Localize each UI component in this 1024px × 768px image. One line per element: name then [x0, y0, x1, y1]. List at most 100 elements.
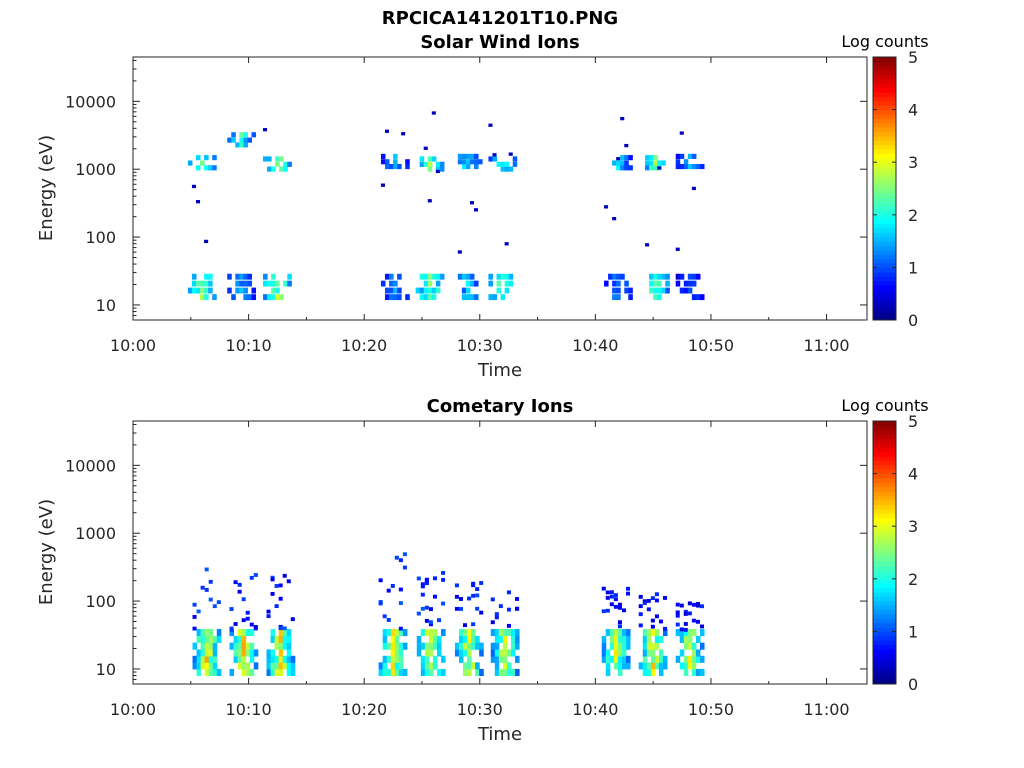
spectrogram-pixel	[266, 609, 271, 614]
colorbar-tick-label: 0	[908, 675, 918, 694]
spectrogram-pixel	[617, 649, 623, 657]
spectrogram-pixel	[286, 635, 292, 644]
spectrogram-pixel	[683, 609, 688, 614]
spectrogram-pixel	[695, 635, 701, 644]
spectrogram-pixel	[233, 642, 239, 650]
spectrogram-pixel	[279, 166, 284, 172]
spectrogram-pixel	[605, 662, 611, 670]
spectrogram-pixel	[601, 586, 606, 591]
spectrogram-pixel	[621, 642, 627, 650]
spectrogram-pixel	[428, 642, 434, 650]
spectrogram-pixel	[504, 273, 510, 280]
spectrogram-pixel	[490, 597, 495, 602]
spectrogram-pixel	[204, 655, 210, 663]
spectrogram-pixel	[461, 287, 467, 294]
spectrogram-pixel	[488, 156, 493, 162]
spectrogram-pixel	[282, 629, 288, 637]
colorbar-swatch	[873, 118, 896, 124]
spectrogram-pixel	[662, 629, 668, 637]
spectrogram-pixel	[617, 605, 622, 610]
spectrogram-pixel	[469, 280, 475, 287]
spectrogram-pixel	[683, 629, 689, 637]
spectrogram-pixel	[510, 635, 516, 644]
colorbar-swatch	[873, 284, 896, 290]
spectrogram-pixel	[390, 629, 396, 637]
spectrogram-pixel	[229, 626, 234, 631]
spectrogram-pixel	[642, 642, 648, 650]
spectrogram-pixel	[200, 635, 206, 644]
spectrogram-pixel	[243, 280, 248, 287]
colorbar-swatch	[873, 311, 896, 317]
spectrogram-pixel	[423, 294, 429, 301]
spectrogram-pixel	[216, 635, 222, 644]
spectrogram-pixel	[239, 273, 244, 280]
spectrogram-pixel	[290, 662, 296, 670]
colorbar-swatch	[873, 618, 896, 624]
spectrogram-pixel	[478, 159, 483, 165]
spectrogram-pixel	[657, 294, 662, 301]
spectrogram-pixel	[249, 575, 254, 580]
colorbar-tick-label: 5	[908, 48, 918, 67]
spectrogram-pixel	[241, 668, 247, 677]
spectrogram-pixel	[454, 642, 460, 650]
spectrogram-pixel	[233, 622, 238, 626]
spectrogram-pixel	[428, 662, 434, 670]
spectrogram-pixel	[617, 642, 623, 650]
spectrogram-pixel	[650, 655, 656, 663]
spectrogram-pixel	[424, 642, 430, 650]
spectrogram-pixel	[278, 662, 284, 670]
spectrogram-pixel	[397, 163, 402, 170]
y-tick-label: 10	[96, 660, 116, 679]
spectrogram-pixel	[609, 642, 615, 650]
spectrogram-pixel	[441, 629, 446, 637]
spectrogram-pixel	[515, 642, 520, 650]
spectrogram-pixel	[401, 132, 406, 136]
spectrogram-pixel	[394, 662, 400, 670]
spectrogram-pixel	[617, 602, 622, 607]
spectrogram-pixel	[494, 668, 500, 677]
colorbar-title: Log counts	[841, 32, 928, 51]
spectrogram-pixel	[457, 153, 463, 159]
spectrogram-pixel	[465, 163, 471, 170]
spectrogram-pixel	[625, 662, 631, 670]
colorbar-swatch	[873, 504, 896, 510]
colorbar-swatch	[873, 565, 896, 571]
spectrogram-pixel	[465, 294, 471, 301]
spectrogram-pixel	[654, 655, 660, 663]
spectrogram-pixel	[500, 294, 506, 301]
spectrogram-pixel	[382, 629, 388, 637]
spectrogram-pixel	[389, 163, 394, 170]
spectrogram-pixel	[624, 160, 629, 166]
spectrogram-pixel	[661, 160, 666, 166]
spectrogram-pixel	[699, 163, 705, 170]
colorbar-swatch	[873, 469, 896, 475]
spectrogram-pixel	[469, 294, 475, 301]
spectrogram-pixel	[271, 294, 276, 301]
spectrogram-pixel	[461, 163, 467, 170]
spectrogram-pixel	[192, 642, 198, 650]
spectrogram-pixel	[216, 600, 221, 605]
colorbar-swatch	[873, 605, 896, 610]
spectrogram-pixel	[287, 161, 292, 167]
spectrogram-pixel	[502, 635, 508, 644]
spectrogram-pixel	[389, 287, 394, 294]
spectrogram-pixel	[616, 280, 621, 287]
spectrogram-pixel	[490, 655, 496, 663]
spectrogram-pixel	[500, 166, 506, 172]
spectrogram-pixel	[196, 655, 202, 663]
spectrogram-pixel	[683, 612, 688, 616]
spectrogram-pixel	[646, 662, 652, 670]
spectrogram-pixel	[204, 567, 209, 572]
spectrogram-pixels	[192, 552, 705, 677]
spectrogram-pixel	[679, 635, 685, 644]
spectrogram-pixel	[653, 294, 658, 301]
spectrogram-pixel	[653, 280, 658, 287]
spectrogram-pixel	[479, 610, 484, 615]
colorbar-swatch	[873, 499, 896, 505]
spectrogram-pixel	[645, 155, 650, 161]
spectrogram-pixel	[384, 163, 390, 170]
spectrogram-pixel	[658, 635, 664, 644]
spectrogram-pixel	[463, 662, 468, 670]
colorbar-swatch	[873, 70, 896, 76]
spectrogram-pixel	[510, 629, 516, 637]
